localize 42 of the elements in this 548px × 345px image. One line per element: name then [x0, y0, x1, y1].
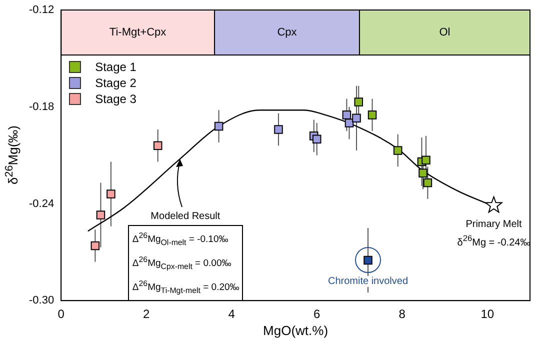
y-tick-label: -0.12 [28, 4, 54, 16]
annotation: Modeled Result [150, 210, 220, 222]
point [423, 178, 432, 188]
band-label: Ol [439, 26, 450, 39]
annotation: Δ$^{26}$Mg$_{Cpx-melt}$ = 0.00‰ [132, 254, 232, 273]
point [312, 134, 322, 144]
point [342, 110, 352, 120]
x-tick-label: 10 [480, 307, 494, 322]
legend-label: Stage 3 [95, 92, 136, 106]
point [106, 190, 116, 198]
band-label: Cpx [277, 26, 298, 39]
x-tick-label: 2 [142, 307, 150, 322]
annotation: δ$^{26}$Mg = -0.24‰ [457, 233, 530, 249]
annotation: Δ$^{26}$Mg$_{Ti-Mgt-melt}$ = 0.20‰ [132, 278, 240, 297]
annotation: Chromite involved [328, 276, 408, 288]
point [368, 110, 377, 120]
point [344, 118, 354, 128]
legend-label: Stage 1 [95, 60, 136, 74]
x-tick-label: 0 [58, 307, 65, 322]
text-box: Δ$^{26}$Mg$_{Ol-melt}$ = -0.10‰ Δ$^{26}$Mg$_{Cpx-melt}$ = 0.00‰ Δ$^{26}$Mg$_{Ti-Mgt-melt}$ = 0.20‰ [128, 224, 244, 301]
point [352, 114, 361, 123]
point [214, 122, 224, 131]
legend-label: Stage 2 [95, 76, 136, 90]
point [422, 156, 430, 165]
point [90, 241, 100, 250]
band-label: Ti-Mgt+Cpx [109, 26, 167, 39]
point [153, 141, 162, 150]
annotation: Δ$^{26}$Mg$_{Ol-melt}$ = -0.10‰ [132, 230, 230, 249]
point [96, 210, 106, 220]
point [393, 146, 402, 155]
point [354, 98, 364, 106]
x-tick-label: 4 [228, 307, 236, 322]
x-axis-title: MgO(wt.%) [263, 322, 328, 338]
x-tick-label: 6 [314, 307, 321, 322]
y-tick-label: -0.24 [28, 198, 54, 210]
point [485, 196, 502, 213]
y-tick-label: -0.30 [28, 294, 54, 307]
annotation: Primary Melt [466, 219, 522, 230]
x-tick-label: 8 [398, 307, 406, 322]
point [418, 168, 428, 178]
y-tick-label: -0.18 [28, 100, 54, 113]
point [274, 125, 283, 134]
